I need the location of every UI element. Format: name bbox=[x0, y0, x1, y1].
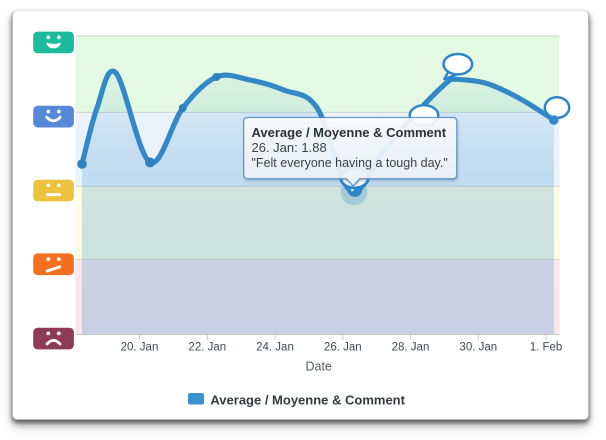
svg-text:22. Jan: 22. Jan bbox=[188, 342, 226, 354]
svg-text:30. Jan: 30. Jan bbox=[459, 342, 497, 354]
svg-text:24. Jan: 24. Jan bbox=[256, 342, 294, 354]
svg-text:1. Feb: 1. Feb bbox=[530, 342, 563, 354]
svg-text:"Felt everyone having a tough: "Felt everyone having a tough day." bbox=[252, 156, 448, 170]
svg-text:28. Jan: 28. Jan bbox=[392, 342, 430, 354]
svg-text:Average / Moyenne & Comment: Average / Moyenne & Comment bbox=[252, 125, 447, 140]
svg-text:Date: Date bbox=[305, 360, 331, 374]
svg-text:Average / Moyenne & Comment: Average / Moyenne & Comment bbox=[210, 393, 405, 408]
svg-text:26. Jan: 1.88: 26. Jan: 1.88 bbox=[252, 140, 327, 155]
svg-text:20. Jan: 20. Jan bbox=[121, 342, 159, 354]
svg-text:26. Jan: 26. Jan bbox=[324, 342, 362, 354]
